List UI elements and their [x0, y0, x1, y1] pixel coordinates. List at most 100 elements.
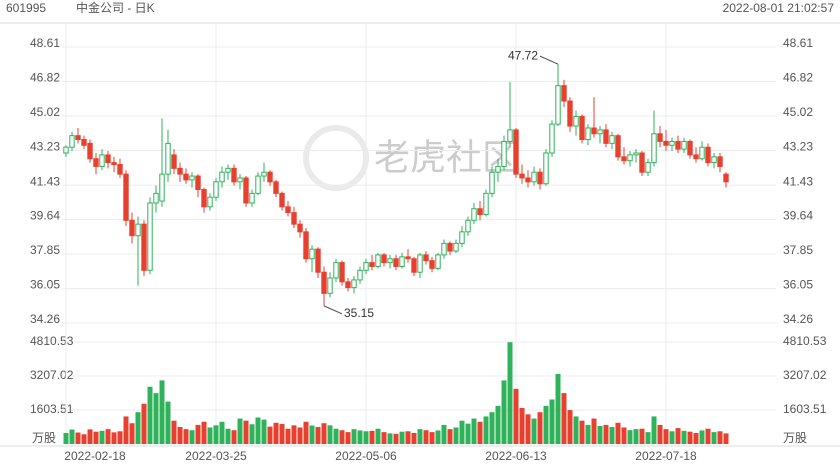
- volume-bar: [465, 423, 471, 444]
- candle-body: [153, 192, 159, 204]
- candle-body: [363, 262, 369, 271]
- volume-bar: [147, 386, 153, 444]
- volume-bar: [429, 432, 435, 444]
- volume-unit-right: 万股: [783, 431, 807, 445]
- volume-bar: [699, 430, 705, 444]
- volume-bar: [693, 432, 699, 444]
- volume-bar: [303, 421, 309, 444]
- candle-body: [135, 223, 141, 237]
- candle-body: [597, 129, 603, 135]
- volume-bar: [549, 399, 555, 444]
- volume-bar: [93, 431, 99, 444]
- volume-bar: [645, 432, 651, 444]
- volume-bar: [363, 431, 369, 444]
- volume-bar: [237, 418, 243, 444]
- volume-bar: [261, 419, 267, 444]
- candle-body: [273, 181, 279, 194]
- volume-bar: [165, 401, 171, 444]
- candle-body: [705, 146, 711, 164]
- candle-body: [69, 135, 75, 148]
- candle-body: [147, 202, 153, 271]
- candle-body: [573, 115, 579, 127]
- volume-bar: [321, 423, 327, 444]
- candle-body: [255, 175, 261, 194]
- y2-tick-label: 4810.53: [30, 334, 74, 348]
- volume-bar: [495, 405, 501, 444]
- y2-tick-label: 3207.02: [30, 368, 74, 382]
- candle-body: [249, 192, 255, 204]
- x-tick-label: 2022-06-13: [485, 449, 547, 463]
- volume-bar: [291, 425, 297, 444]
- volume-bar: [87, 429, 93, 444]
- candle-body: [417, 254, 423, 273]
- candle-body: [111, 162, 117, 166]
- volume-bar: [375, 428, 381, 444]
- y2-tick-label: 1603.51: [30, 402, 74, 416]
- candle-body: [297, 223, 303, 233]
- volume-bar: [555, 374, 561, 444]
- volume-bar: [267, 426, 273, 444]
- volume-bar: [369, 430, 375, 444]
- candle-body: [369, 262, 375, 267]
- volume-bar: [309, 425, 315, 444]
- candle-body: [507, 129, 513, 142]
- volume-bar: [615, 422, 621, 444]
- candle-body: [447, 242, 453, 252]
- y-tick-label-right: 36.05: [783, 278, 813, 292]
- volume-bar: [117, 431, 123, 444]
- volume-bar: [225, 428, 231, 444]
- candle-body: [411, 258, 417, 273]
- volume-bar: [387, 433, 393, 444]
- volume-bar: [627, 430, 633, 444]
- stock-name: 中金公司 - 日K: [76, 0, 155, 15]
- candle-body: [681, 140, 687, 150]
- stock-code: 601995: [6, 1, 46, 15]
- volume-bar: [111, 432, 117, 444]
- y-tick-label: 34.26: [30, 312, 60, 326]
- volume-bar: [621, 427, 627, 444]
- candle-body: [177, 167, 183, 175]
- y-tick-label: 36.05: [30, 278, 60, 292]
- y-tick-label: 48.61: [30, 36, 60, 50]
- candle-body: [165, 142, 171, 175]
- volume-bar: [507, 342, 513, 444]
- volume-bar: [231, 430, 237, 444]
- candle-body: [309, 248, 315, 260]
- volume-bar: [315, 427, 321, 444]
- volume-bar: [591, 418, 597, 444]
- volume-bar: [279, 423, 285, 444]
- x-tick-label: 2022-07-18: [635, 449, 697, 463]
- y-tick-label-right: 39.64: [783, 209, 813, 223]
- volume-bar: [447, 429, 453, 444]
- volume-bar: [543, 405, 549, 444]
- candle-body: [531, 171, 537, 183]
- candle-body: [435, 254, 441, 269]
- volume-bar: [339, 430, 345, 444]
- min-annotation: 35.15: [344, 306, 374, 320]
- volume-bar: [345, 432, 351, 444]
- candle-body: [141, 223, 147, 271]
- candle-body: [75, 135, 81, 141]
- y-tick-label: 46.82: [30, 71, 60, 85]
- y-tick-label: 43.23: [30, 140, 60, 154]
- candle-body: [663, 140, 669, 146]
- candle-body: [291, 212, 297, 225]
- volume-unit: 万股: [32, 431, 56, 445]
- candle-body: [339, 262, 345, 283]
- volume-bar: [357, 430, 363, 444]
- volume-bar: [243, 420, 249, 444]
- candle-body: [159, 173, 165, 202]
- candle-body: [81, 139, 87, 146]
- y2-tick-label-right: 4810.53: [783, 334, 827, 348]
- candle-body: [99, 154, 105, 167]
- candle-body: [405, 256, 411, 260]
- volume-bar: [489, 412, 495, 444]
- y-tick-label-right: 41.43: [783, 174, 813, 188]
- candle-body: [501, 140, 507, 167]
- volume-bar: [177, 427, 183, 444]
- volume-bar: [393, 433, 399, 444]
- candle-body: [669, 140, 675, 146]
- volume-bar: [663, 429, 669, 444]
- candle-body: [561, 85, 567, 102]
